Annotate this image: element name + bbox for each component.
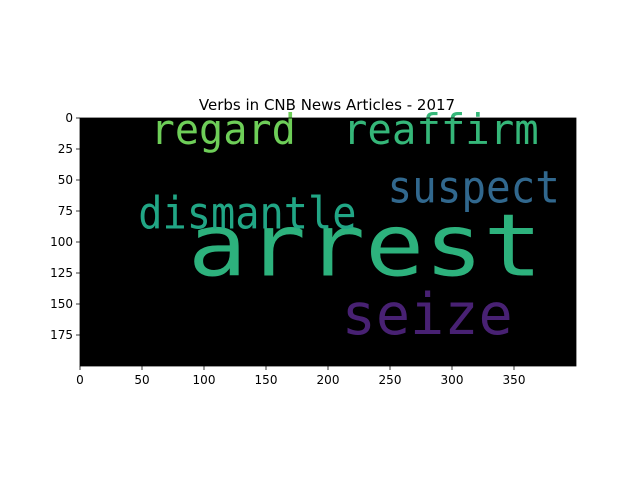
plot-area: arrest regard reaffirm suspect dismantle seiz… bbox=[79, 105, 577, 367]
word-suspect: suspect bbox=[388, 161, 560, 213]
word-reaffirm: reaffirm bbox=[343, 105, 539, 154]
word-dismantle: dismantle bbox=[138, 187, 356, 239]
x-tick-label: 200 bbox=[317, 373, 340, 387]
wordcloud-background bbox=[80, 118, 576, 366]
chart-title: Verbs in CNB News Articles - 2017 bbox=[199, 96, 455, 114]
x-axis: 0 50 100 150 200 250 300 350 bbox=[76, 366, 525, 387]
y-tick-label: 175 bbox=[50, 328, 73, 342]
y-tick-label: 25 bbox=[58, 142, 73, 156]
y-tick-label: 100 bbox=[50, 235, 73, 249]
words-layer: arrest regard reaffirm suspect dismantle seiz… bbox=[138, 105, 560, 348]
word-arrest: arrest bbox=[188, 195, 543, 296]
x-tick-label: 250 bbox=[379, 373, 402, 387]
x-tick-label: 100 bbox=[193, 373, 216, 387]
word-seize: seize bbox=[342, 282, 513, 348]
x-tick-label: 150 bbox=[255, 373, 278, 387]
y-tick-label: 75 bbox=[58, 204, 73, 218]
x-tick-label: 300 bbox=[441, 373, 464, 387]
x-tick-label: 50 bbox=[134, 373, 149, 387]
y-tick-label: 50 bbox=[58, 173, 73, 187]
y-tick-label: 150 bbox=[50, 297, 73, 311]
y-tick-label: 0 bbox=[65, 111, 73, 125]
x-tick-label: 350 bbox=[503, 373, 526, 387]
y-axis: 0 25 50 75 100 125 150 175 bbox=[50, 111, 80, 342]
x-tick-label: 0 bbox=[76, 373, 84, 387]
y-tick-label: 125 bbox=[50, 266, 73, 280]
word-regard: regard bbox=[151, 105, 296, 154]
